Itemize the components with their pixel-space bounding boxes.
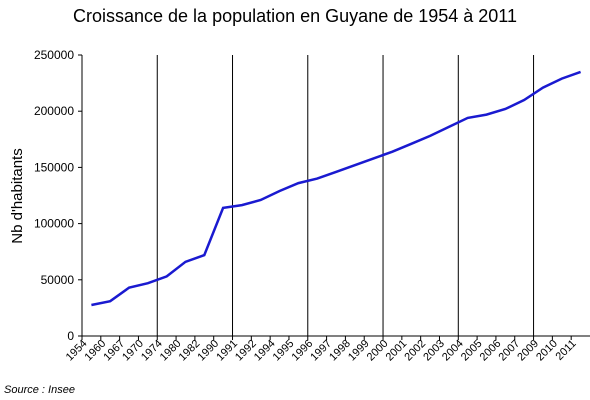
source-note: Source : Insee xyxy=(4,384,75,396)
y-tick-label: 200000 xyxy=(34,104,74,118)
y-tick-label: 250000 xyxy=(34,48,74,62)
y-tick-label: 150000 xyxy=(34,160,74,174)
y-axis-label: Nb d'habitants xyxy=(9,148,26,243)
y-tick-label: 0 xyxy=(67,329,74,343)
chart-title: Croissance de la population en Guyane de… xyxy=(73,6,517,26)
y-tick-label: 50000 xyxy=(41,273,75,287)
series-line xyxy=(91,70,582,307)
x-tick-label: 2011 xyxy=(554,338,579,363)
y-tick-label: 100000 xyxy=(34,217,74,231)
